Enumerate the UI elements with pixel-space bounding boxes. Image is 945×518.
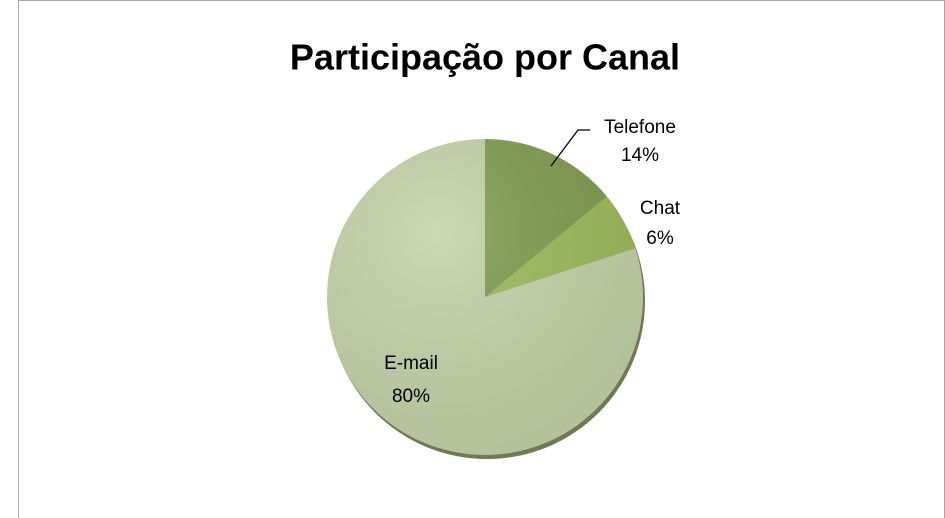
slice-category-label: Telefone [604, 117, 676, 138]
slice-value-label: 14% [621, 145, 659, 166]
slice-value-label: 80% [392, 386, 430, 407]
leader-line [550, 129, 590, 167]
pie [326, 139, 643, 455]
slice-category-label: E-mail [384, 353, 438, 374]
slice-category-label: Chat [640, 198, 681, 219]
slice-value-label: 6% [646, 228, 674, 249]
chart-title: Participação por Canal [290, 37, 680, 78]
